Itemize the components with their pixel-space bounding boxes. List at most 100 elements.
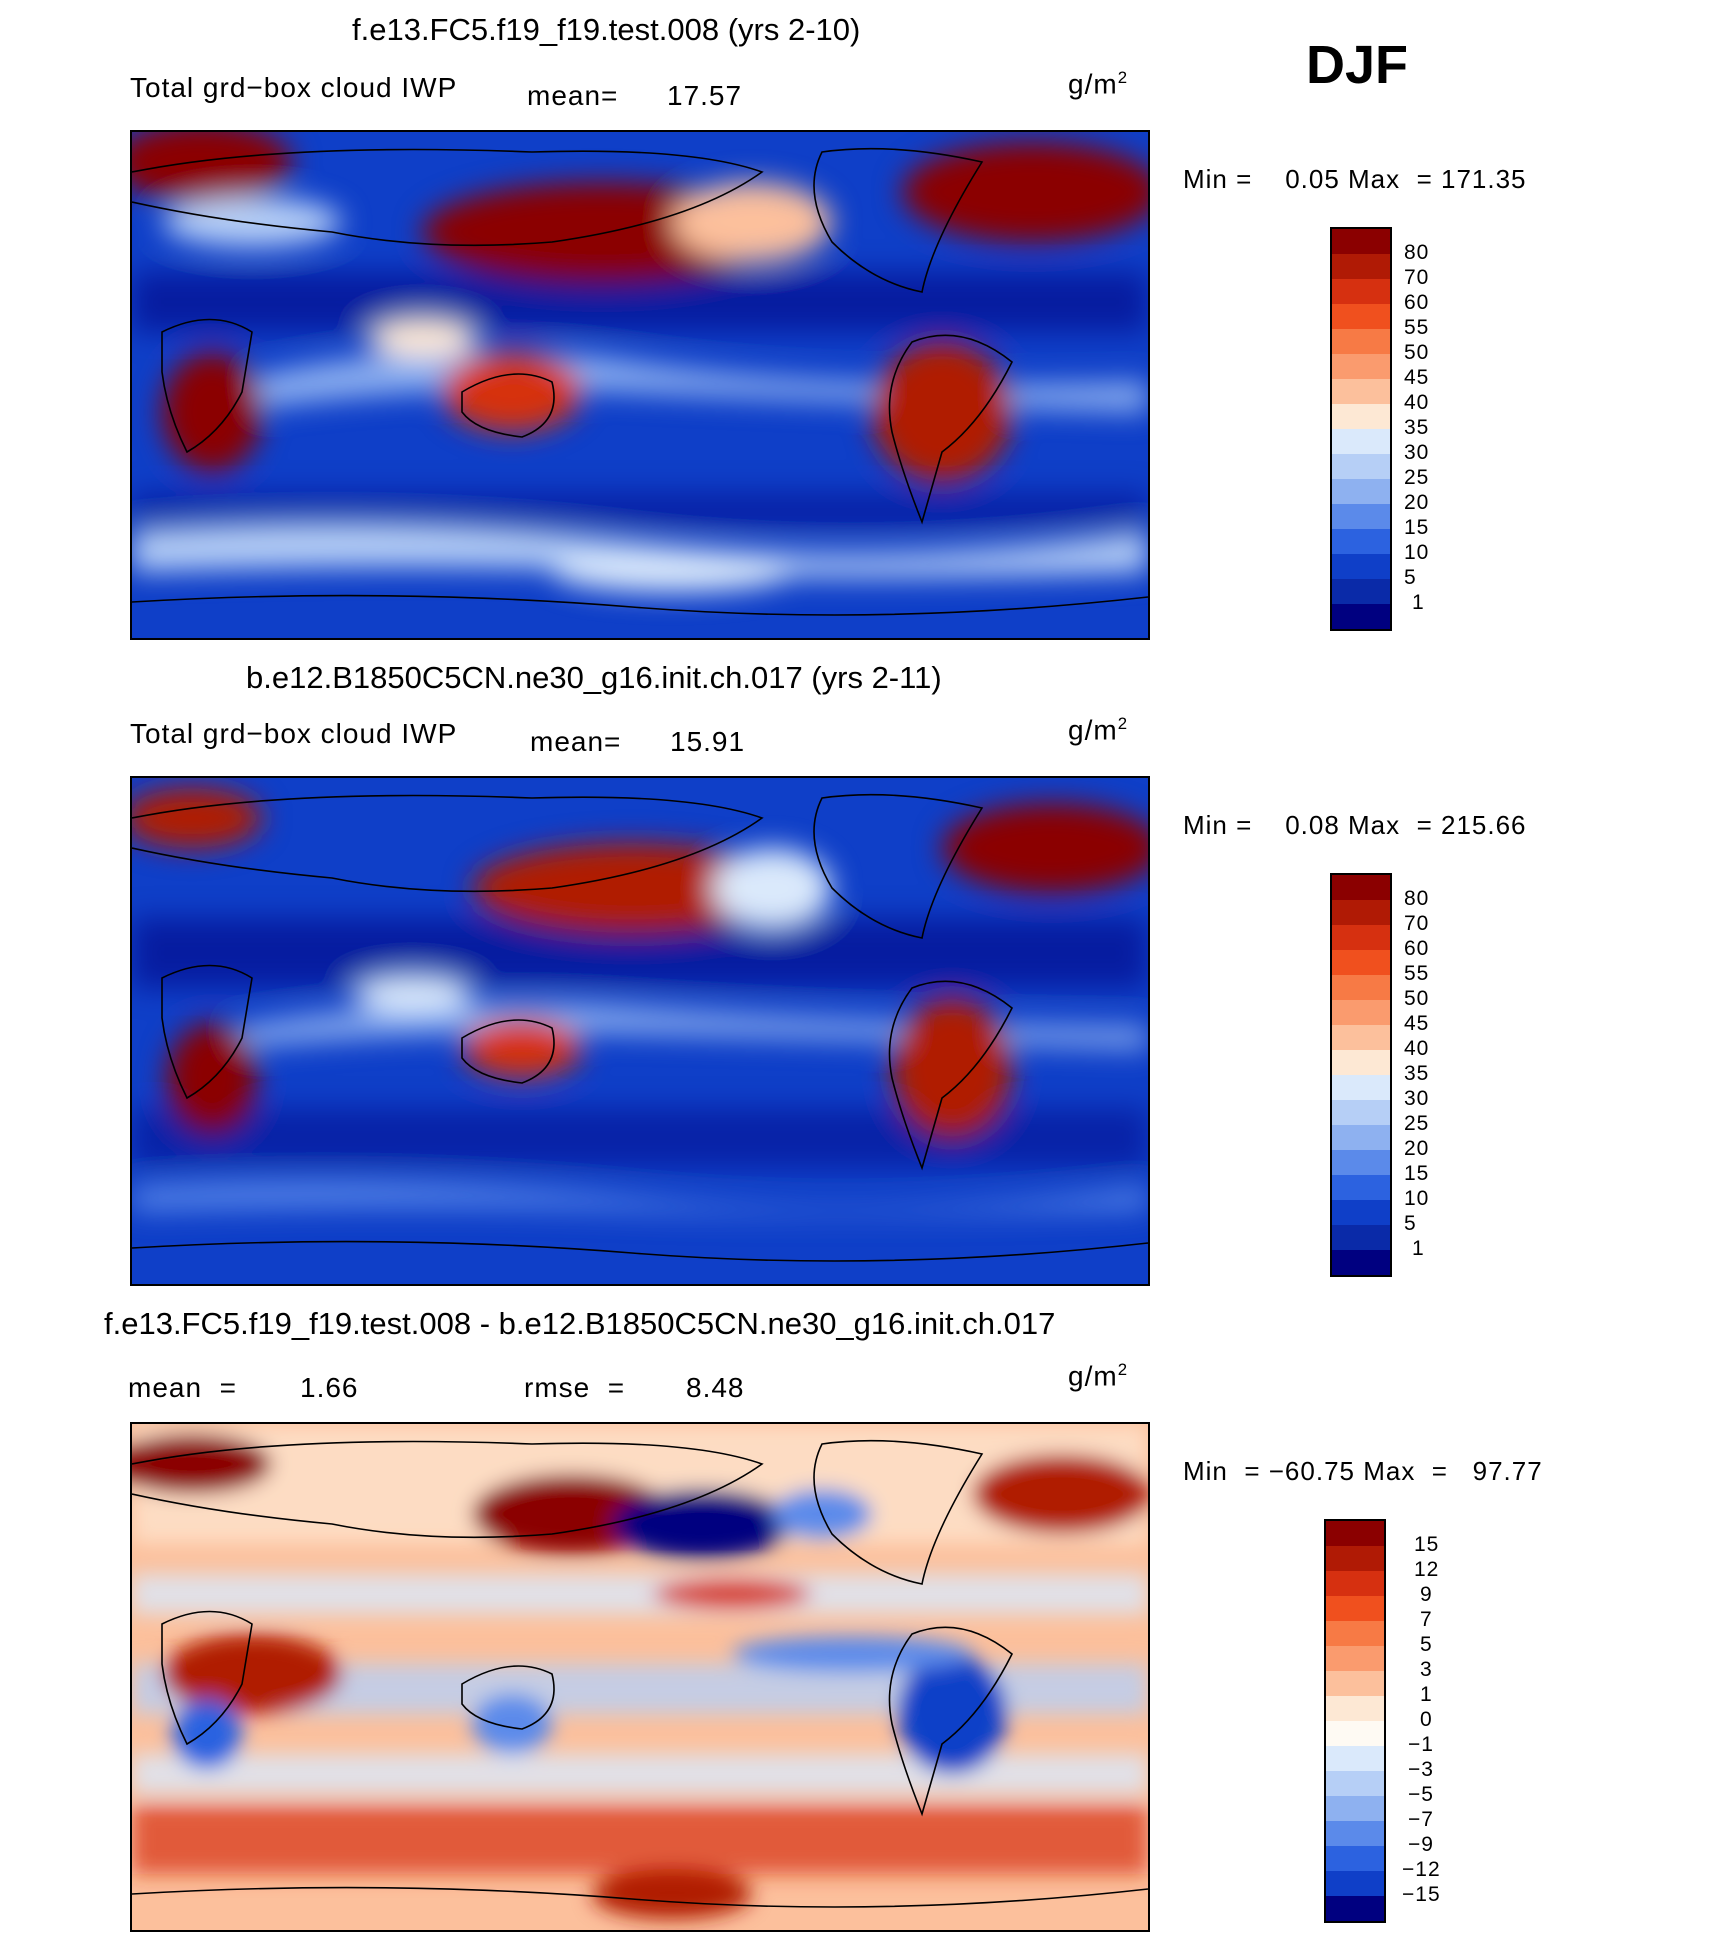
panel3-legend-tick: 0: [1420, 1708, 1433, 1731]
panel3-legend-tick: −9: [1408, 1833, 1434, 1856]
panel2-swatch: [1332, 1125, 1390, 1151]
panel3-swatch: [1326, 1596, 1384, 1622]
panel2-swatch: [1332, 1100, 1390, 1126]
panel2-swatch: [1332, 1225, 1390, 1251]
panel3-coast-australia: [461, 1665, 555, 1730]
panel1-legend-tick: 10: [1404, 541, 1430, 564]
panel1-swatch: [1332, 504, 1390, 530]
panel1-swatch: [1332, 329, 1390, 355]
panel2-legend-tick: 20: [1404, 1137, 1430, 1160]
panel2-legend-tick: 45: [1404, 1012, 1430, 1035]
panel1-legend-tick: 40: [1404, 391, 1430, 414]
panel1-legend-tick: 60: [1404, 291, 1430, 314]
panel3-legend-tick: 9: [1420, 1583, 1433, 1606]
panel2-legend-tick: 1: [1412, 1237, 1425, 1260]
panel1-coast-north-america: [813, 147, 984, 293]
panel1-variable-label: Total grd−box cloud IWP: [130, 72, 458, 103]
panel1-legend-tick: 1: [1412, 591, 1425, 614]
panel3-colorbar: [1324, 1519, 1386, 1923]
panel2-legend-tick: 35: [1404, 1062, 1430, 1085]
panel1-swatch: [1332, 254, 1390, 280]
panel2-legend-tick: 5: [1404, 1212, 1417, 1235]
panel2-coast-south-america: [888, 980, 1014, 1171]
panel1-legend-tick: 30: [1404, 441, 1430, 464]
panel1-coast-eurasia: [132, 148, 764, 247]
panel1-legend-tick: 25: [1404, 466, 1430, 489]
panel2-swatch: [1332, 1050, 1390, 1076]
panel1-legend-tick: 50: [1404, 341, 1430, 364]
panel3-swatch: [1326, 1521, 1384, 1547]
panel1-coast-south-america: [888, 334, 1014, 525]
panel2-swatch: [1332, 1000, 1390, 1026]
panel1-swatch: [1332, 554, 1390, 580]
panel2-title: b.e12.B1850C5CN.ne30_g16.init.ch.017 (yr…: [246, 660, 942, 695]
panel1-units: g/m2: [1068, 68, 1129, 100]
panel3-units: g/m2: [1068, 1360, 1129, 1392]
panel1-legend-tick: 15: [1404, 516, 1430, 539]
panel3-swatch: [1326, 1696, 1384, 1722]
panel3-legend-tick: 7: [1420, 1608, 1433, 1631]
panel3-swatch: [1326, 1721, 1384, 1747]
panel2-legend-tick: 40: [1404, 1037, 1430, 1060]
panel3-swatch: [1326, 1546, 1384, 1572]
panel1-legend-tick: 45: [1404, 366, 1430, 389]
panel3-title: f.e13.FC5.f19_f19.test.008 - b.e12.B1850…: [104, 1306, 1056, 1341]
panel1-mean-label: mean=: [527, 80, 619, 111]
panel3-legend-tick: −7: [1408, 1808, 1434, 1831]
panel1-swatch: [1332, 404, 1390, 430]
panel3-map: [130, 1422, 1150, 1932]
panel2-swatch: [1332, 900, 1390, 926]
panel1-swatch: [1332, 579, 1390, 605]
panel2-coast-antarctica: [132, 1240, 1148, 1262]
panel2-legend-tick: 80: [1404, 887, 1430, 910]
panel2-legend-tick: 25: [1404, 1112, 1430, 1135]
panel3-swatch: [1326, 1746, 1384, 1772]
panel2-legend-tick: 55: [1404, 962, 1430, 985]
panel2-swatch: [1332, 1250, 1390, 1275]
panel2-mean-value: 15.91: [670, 726, 746, 757]
panel2-swatch: [1332, 875, 1390, 901]
panel1-colorbar: [1330, 227, 1392, 631]
panel2-swatch: [1332, 1200, 1390, 1226]
panel1-swatch: [1332, 454, 1390, 480]
panel1-legend-tick: 55: [1404, 316, 1430, 339]
panel3-coast-africa: [161, 1610, 253, 1746]
panel1-swatch: [1332, 229, 1390, 255]
panel1-title: f.e13.FC5.f19_f19.test.008 (yrs 2-10): [352, 12, 861, 47]
panel1-swatch: [1332, 354, 1390, 380]
panel3-coast-north-america: [813, 1439, 984, 1585]
panel3-swatch: [1326, 1571, 1384, 1597]
panel2-legend-tick: 15: [1404, 1162, 1430, 1185]
panel3-swatch: [1326, 1671, 1384, 1697]
panel1-legend-tick: 20: [1404, 491, 1430, 514]
panel1-coast-antarctica: [132, 594, 1148, 616]
panel1-swatch: [1332, 479, 1390, 505]
panel2-swatch: [1332, 1175, 1390, 1201]
panel2-legend-tick: 10: [1404, 1187, 1430, 1210]
panel1-minmax: Min = 0.05 Max = 171.35: [1183, 164, 1527, 194]
panel1-legend-tick: 5: [1404, 566, 1417, 589]
panel2-swatch: [1332, 975, 1390, 1001]
panel3-mean-label: mean =: [128, 1372, 237, 1403]
panel2-legend-tick: 30: [1404, 1087, 1430, 1110]
panel3-swatch: [1326, 1796, 1384, 1822]
panel1-mean-value: 17.57: [667, 80, 743, 111]
panel1-swatch: [1332, 429, 1390, 455]
panel3-legend-tick: 3: [1420, 1658, 1433, 1681]
panel2-variable-label: Total grd−box cloud IWP: [130, 718, 458, 749]
panel2-coast-north-america: [813, 793, 984, 939]
panel3-mean-value: 1.66: [300, 1372, 359, 1403]
panel1-legend-tick: 70: [1404, 266, 1430, 289]
panel3-legend-tick: 1: [1420, 1683, 1433, 1706]
panel1-swatch: [1332, 604, 1390, 629]
panel1-swatch: [1332, 529, 1390, 555]
panel1-swatch: [1332, 279, 1390, 305]
panel2-colorbar: [1330, 873, 1392, 1277]
panel2-swatch: [1332, 950, 1390, 976]
panel1-legend-tick: 35: [1404, 416, 1430, 439]
panel3-coast-eurasia: [132, 1440, 764, 1539]
panel3-swatch: [1326, 1821, 1384, 1847]
panel2-legend-tick: 70: [1404, 912, 1430, 935]
panel3-swatch: [1326, 1846, 1384, 1872]
panel3-rmse-value: 8.48: [686, 1372, 745, 1403]
